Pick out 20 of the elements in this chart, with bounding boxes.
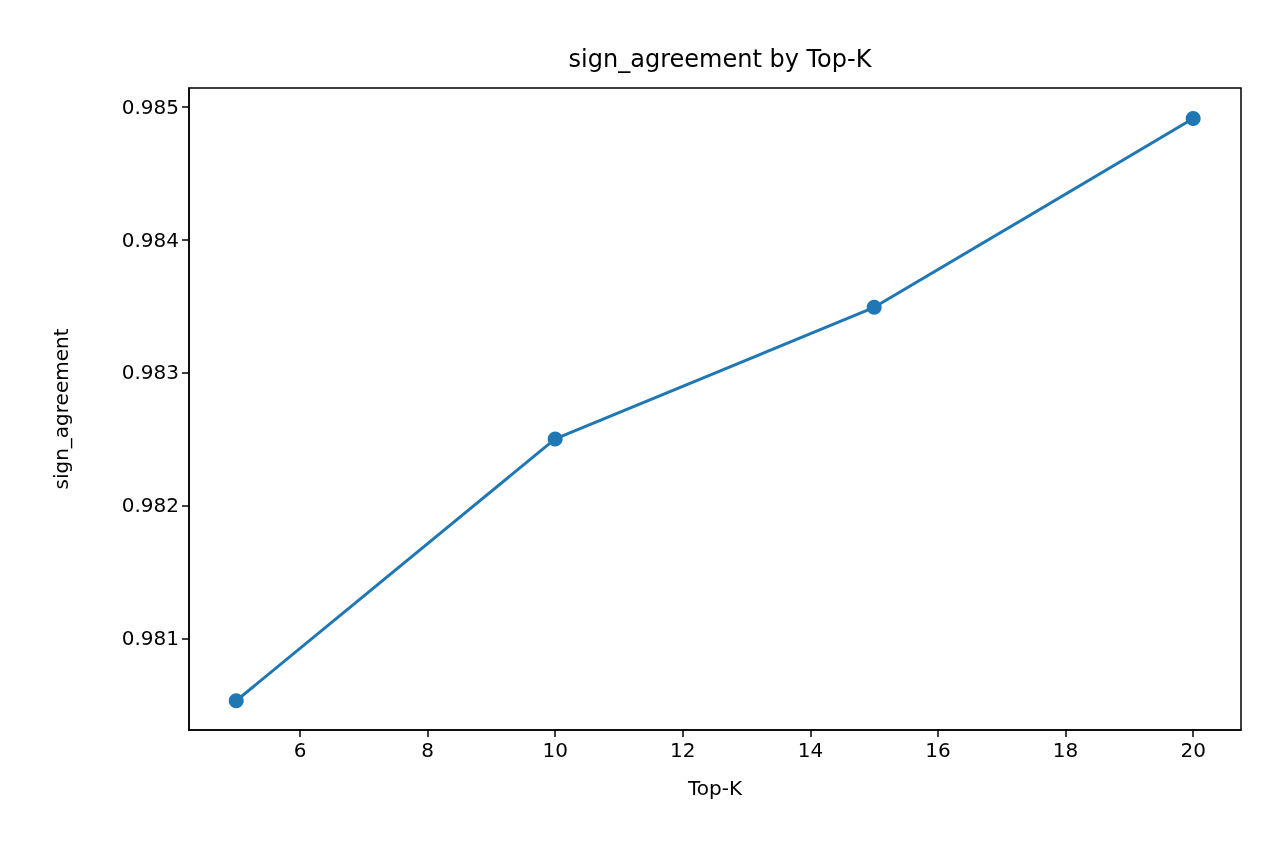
point bbox=[1185, 111, 1201, 127]
x-tick-label: 16 bbox=[925, 738, 951, 762]
point bbox=[228, 693, 244, 709]
y-tick-label: 0.985 bbox=[121, 94, 179, 119]
y-tick-label: 0.982 bbox=[121, 493, 179, 518]
y-tick-label: 0.984 bbox=[121, 227, 179, 252]
x-tick-label: 14 bbox=[797, 738, 824, 762]
x-tick-label: 6 bbox=[293, 738, 307, 762]
x-axis-title: Top-K bbox=[686, 776, 743, 800]
x-tick-label: 8 bbox=[421, 738, 434, 762]
x-tick-label: 18 bbox=[1052, 738, 1079, 762]
point bbox=[866, 299, 882, 315]
y-axis-title: sign_agreement bbox=[49, 328, 73, 490]
chart-title: sign_agreement by Top-K bbox=[568, 45, 873, 73]
x-tick-label: 12 bbox=[670, 738, 696, 762]
x-tick-label: 10 bbox=[542, 738, 568, 762]
x-tick-label: 20 bbox=[1180, 738, 1206, 762]
point bbox=[547, 431, 563, 447]
y-tick-label: 0.981 bbox=[121, 626, 179, 651]
y-tick-label: 0.983 bbox=[121, 360, 179, 385]
